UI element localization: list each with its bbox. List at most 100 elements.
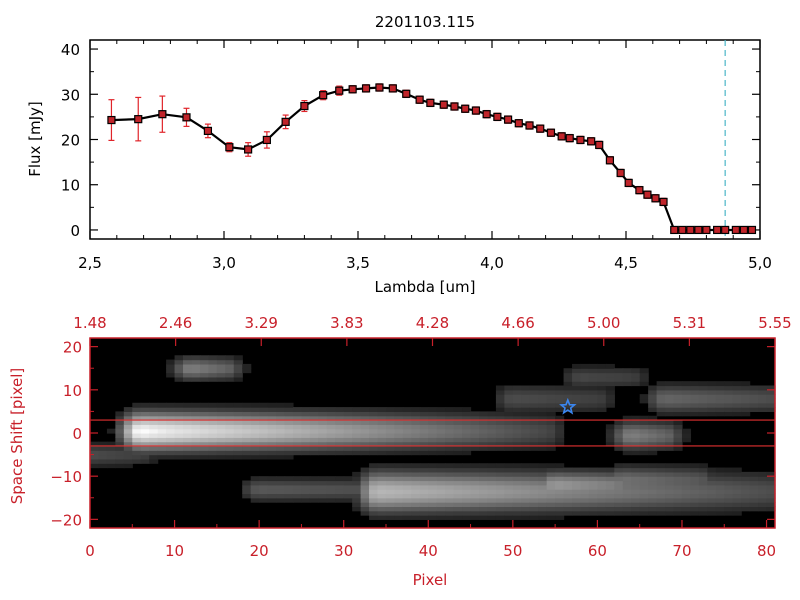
heatmap-cell (267, 420, 277, 425)
heatmap-cell (512, 394, 522, 400)
heatmap-cell (140, 458, 150, 464)
heatmap-cell (267, 484, 277, 490)
heatmap-cell (385, 420, 396, 425)
heatmap-cell (681, 411, 692, 417)
data-point (659, 197, 668, 207)
heatmap-cell (208, 372, 218, 378)
heatmap-cell (352, 420, 362, 425)
heatmap-cell (411, 411, 421, 417)
heatmap-cell (622, 510, 632, 516)
heatmap-cell (90, 441, 100, 447)
heatmap-cell (681, 506, 692, 512)
heatmap-cell (436, 433, 446, 438)
heatmap-cell (572, 385, 582, 391)
heatmap-cell (546, 407, 556, 413)
data-point (388, 84, 397, 93)
heatmap-cell (394, 476, 404, 482)
heatmap-cell (445, 411, 455, 417)
heatmap-cell (724, 493, 734, 499)
heatmap-cell (419, 433, 429, 438)
heatmap-cell (538, 398, 548, 404)
heatmap-cell (495, 489, 505, 495)
heatmap-cell (741, 407, 751, 413)
heatmap-cell (656, 484, 666, 490)
heatmap-cell (538, 484, 548, 490)
heatmap-cell (199, 359, 209, 365)
heatmap-cell (639, 394, 649, 400)
heatmap-cell (284, 441, 294, 447)
heatmap-cell (267, 433, 277, 438)
heatmap-cell (267, 407, 277, 413)
heatmap-cell (521, 497, 531, 503)
heatmap-cell (326, 424, 336, 430)
heatmap-cell (428, 463, 438, 469)
heatmap-cell (690, 407, 700, 413)
heatmap-cell (385, 467, 396, 473)
heatmap-cell (597, 489, 607, 495)
heatmap-cell (208, 450, 218, 456)
heatmap-cell (276, 445, 286, 451)
heatmap-cell (563, 394, 573, 400)
heatmap-cell (284, 497, 294, 503)
heatmap-cell (521, 441, 531, 447)
heatmap-cell (394, 502, 404, 508)
heatmap-cell (749, 493, 759, 499)
heatmap-cell (521, 415, 531, 421)
heatmap-cell (495, 424, 505, 430)
heatmap-cell (588, 480, 599, 486)
data-point (426, 98, 435, 107)
heatmap-cell (588, 493, 599, 499)
heatmap-cell (563, 484, 573, 490)
heatmap-cell (394, 441, 404, 447)
data-point (616, 168, 625, 178)
heatmap-cell (479, 497, 489, 503)
heatmap-cell (724, 484, 734, 490)
heatmap-cell (453, 506, 463, 512)
heatmap-cell (707, 394, 717, 400)
data-point (375, 83, 384, 92)
heatmap-cell (276, 415, 286, 421)
heatmap-cell (343, 415, 353, 421)
heatmap-cell (605, 372, 615, 378)
heatmap-cell (352, 411, 362, 417)
heatmap-cell (199, 411, 209, 417)
heatmap-cell (419, 502, 429, 508)
heatmap-cell (656, 476, 666, 482)
heatmap-cell (470, 484, 480, 490)
heatmap-cell (605, 437, 615, 443)
heatmap-cell (470, 476, 480, 482)
heatmap-cell (453, 471, 463, 477)
heatmap-cell (605, 484, 615, 490)
heatmap-cell (479, 411, 489, 417)
heatmap-cell (225, 433, 235, 438)
heatmap-cell (419, 480, 429, 486)
heatmap-cell (724, 497, 734, 503)
heatmap-cell (487, 433, 497, 438)
heatmap-cell (445, 428, 455, 434)
heatmap-cell (512, 433, 522, 438)
heatmap-cell (538, 463, 548, 469)
heatmap-cell (656, 420, 666, 425)
heatmap-cell (580, 497, 590, 503)
data-point (493, 112, 502, 121)
heatmap-cell (546, 437, 556, 443)
heatmap-cell (318, 450, 328, 456)
heatmap-cell (419, 476, 429, 482)
heatmap-cell (741, 385, 751, 391)
heatmap-cell (132, 424, 142, 430)
heatmap-cell (631, 441, 641, 447)
heatmap-cell (648, 480, 658, 486)
heatmap-cell (360, 441, 370, 447)
heatmap-cell (352, 450, 362, 456)
heatmap-cell (639, 493, 649, 499)
heatmap-cell (259, 454, 269, 460)
heatmap-cell (521, 476, 531, 482)
heatmap-cell (216, 437, 226, 443)
heatmap-cell (394, 480, 404, 486)
heatmap-cell (402, 480, 412, 486)
heatmap-cell (487, 424, 497, 430)
heatmap-cell (343, 445, 353, 451)
heatmap-cell (394, 420, 404, 425)
heatmap-cell (250, 497, 260, 503)
heatmap-cell (208, 445, 218, 451)
